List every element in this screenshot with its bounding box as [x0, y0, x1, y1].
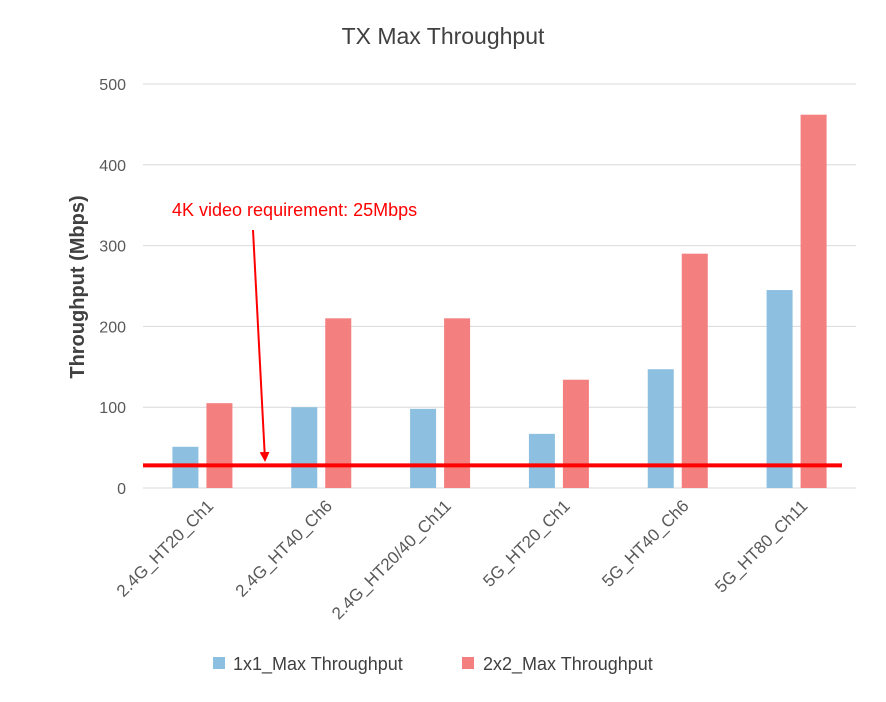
y-axis-ticks: 0 100 200 300 400 500 — [99, 77, 126, 498]
x-tick-label: 5G_HT40_Ch6 — [598, 496, 692, 590]
bar-2x2-4 — [681, 253, 708, 488]
y-tick-label: 100 — [99, 400, 126, 417]
y-tick-label: 500 — [99, 77, 126, 94]
legend: 1x1_Max Throughput 2x2_Max Throughput — [213, 654, 653, 675]
x-tick-label: 2.4G_HT20/40_Ch11 — [328, 496, 455, 623]
bar-1x1-4 — [647, 369, 674, 488]
legend-label-2x2: 2x2_Max Throughput — [483, 654, 653, 675]
bar-1x1-5 — [766, 290, 793, 488]
y-axis-label: Throughput (Mbps) — [67, 195, 89, 378]
gridlines — [143, 83, 856, 489]
annotation-4k-requirement: 4K video requirement: 25Mbps — [172, 200, 417, 220]
bar-2x2-0 — [206, 403, 233, 488]
y-tick-label: 0 — [117, 481, 126, 498]
bar-1x1-2 — [410, 408, 437, 488]
bar-2x2-1 — [325, 318, 352, 488]
x-tick-label: 2.4G_HT20_Ch1 — [113, 496, 217, 600]
bar-2x2-3 — [562, 379, 589, 488]
legend-swatch-2x2 — [462, 657, 474, 669]
annotation-arrow — [252, 229, 270, 462]
legend-label-1x1: 1x1_Max Throughput — [233, 654, 403, 675]
y-tick-label: 400 — [99, 158, 126, 175]
chart-title: TX Max Throughput — [342, 23, 545, 49]
legend-swatch-1x1 — [213, 657, 225, 669]
bars — [172, 114, 827, 488]
bar-1x1-3 — [528, 433, 555, 488]
x-tick-label: 5G_HT20_Ch1 — [479, 496, 573, 590]
bar-1x1-1 — [291, 407, 318, 488]
y-tick-label: 300 — [99, 239, 126, 256]
y-tick-label: 200 — [99, 319, 126, 336]
bar-2x2-2 — [444, 318, 471, 488]
x-tick-label: 2.4G_HT40_Ch6 — [232, 496, 336, 600]
bar-1x1-0 — [172, 446, 199, 488]
bar-2x2-5 — [800, 114, 827, 488]
x-tick-label: 5G_HT80_Ch11 — [711, 496, 811, 596]
x-axis-ticks: 2.4G_HT20_Ch1 2.4G_HT40_Ch62.4G_HT20/40_C… — [113, 496, 811, 623]
